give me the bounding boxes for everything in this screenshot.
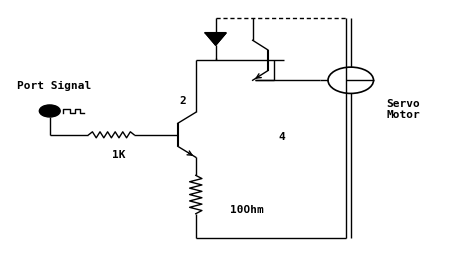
Text: Port Signal: Port Signal bbox=[18, 81, 91, 91]
Circle shape bbox=[39, 105, 60, 117]
Text: 2: 2 bbox=[179, 96, 186, 106]
Text: 1K: 1K bbox=[112, 150, 125, 160]
Polygon shape bbox=[205, 33, 226, 45]
Text: Servo
Motor: Servo Motor bbox=[386, 99, 420, 120]
Text: 10Ohm: 10Ohm bbox=[230, 205, 264, 215]
Text: 4: 4 bbox=[279, 132, 285, 142]
